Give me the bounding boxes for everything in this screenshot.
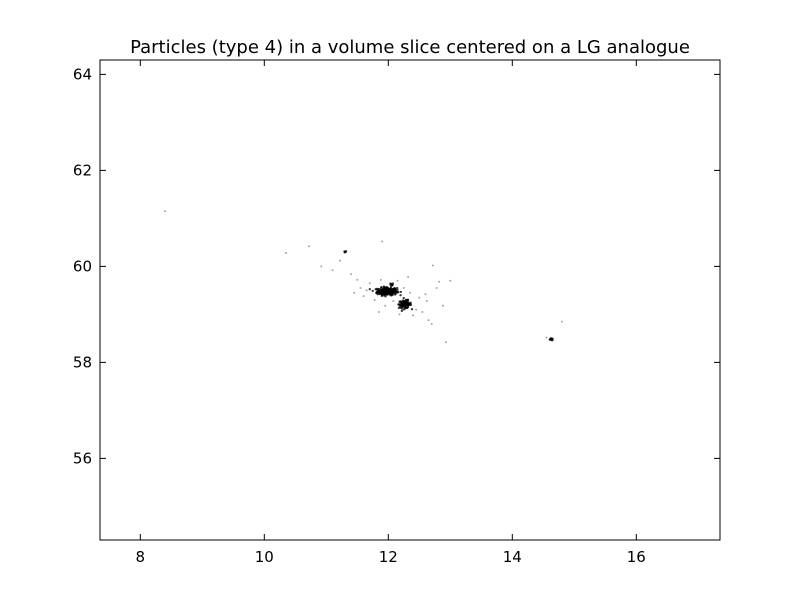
data-point <box>438 280 441 283</box>
data-point <box>396 288 399 291</box>
data-point <box>383 292 387 296</box>
data-point <box>421 311 424 313</box>
data-point <box>399 290 403 294</box>
data-point <box>398 313 401 316</box>
data-point <box>405 306 408 310</box>
x-tick-label: 16 <box>627 548 646 566</box>
data-point <box>401 301 404 304</box>
data-point <box>410 308 414 311</box>
y-tick-label: 64 <box>73 65 92 83</box>
data-point <box>399 293 402 297</box>
data-point <box>431 264 434 267</box>
data-point <box>441 304 444 307</box>
data-point <box>392 299 395 302</box>
data-point <box>380 294 384 297</box>
x-tick-label: 8 <box>136 548 146 566</box>
data-point <box>391 290 394 294</box>
data-point <box>402 304 406 307</box>
y-tick-label: 56 <box>73 449 92 467</box>
data-point <box>338 259 341 262</box>
data-point <box>407 275 410 278</box>
data-point <box>375 290 379 294</box>
data-point <box>402 296 405 300</box>
data-point <box>406 304 410 307</box>
data-point <box>444 341 447 344</box>
data-point <box>381 291 384 295</box>
data-point <box>394 289 397 292</box>
data-point <box>402 308 406 311</box>
data-point <box>387 290 391 294</box>
data-point <box>449 279 452 282</box>
data-point <box>560 320 563 323</box>
y-tick-label: 60 <box>73 257 92 275</box>
data-point <box>344 250 348 253</box>
plot-frame <box>99 59 721 541</box>
data-point <box>365 289 368 292</box>
data-point <box>353 291 356 294</box>
x-tick-label: 12 <box>379 548 398 566</box>
data-point <box>376 287 380 291</box>
data-point <box>391 288 394 292</box>
data-point <box>368 282 371 285</box>
data-point <box>397 290 400 294</box>
data-point <box>435 287 438 289</box>
data-point <box>545 336 548 339</box>
data-points <box>164 210 563 344</box>
data-point <box>384 304 387 307</box>
data-point <box>164 210 167 213</box>
data-point <box>368 287 371 291</box>
data-point <box>424 293 427 296</box>
data-point <box>381 290 384 293</box>
data-point <box>418 296 421 299</box>
data-point <box>362 295 365 298</box>
data-point <box>384 287 388 290</box>
data-point <box>425 299 428 302</box>
data-point <box>400 309 404 313</box>
data-point <box>374 288 377 291</box>
data-point <box>409 291 411 294</box>
data-point <box>379 278 382 281</box>
data-point <box>350 273 353 276</box>
data-point <box>389 285 393 289</box>
data-point <box>331 269 334 272</box>
data-point <box>412 314 415 317</box>
data-point <box>415 308 418 311</box>
data-point <box>390 292 393 295</box>
data-point <box>430 323 433 325</box>
data-point <box>390 283 393 286</box>
x-tick-label: 10 <box>255 548 274 566</box>
data-point <box>549 338 553 341</box>
x-axis: 8 10 12 14 16 <box>136 60 646 566</box>
data-point <box>378 311 380 313</box>
data-point <box>285 251 287 254</box>
data-point <box>359 287 362 289</box>
data-point <box>371 289 374 293</box>
data-point <box>409 302 412 306</box>
data-point <box>397 303 400 306</box>
data-point <box>380 285 383 289</box>
data-point <box>393 293 397 296</box>
y-tick-label: 58 <box>73 353 92 371</box>
data-point <box>381 240 384 243</box>
chart-title: Particles (type 4) in a volume slice cen… <box>130 37 690 58</box>
data-point <box>397 306 401 310</box>
data-point <box>373 299 376 301</box>
data-point <box>427 319 430 322</box>
data-point <box>378 291 381 294</box>
data-point <box>395 286 399 290</box>
data-point <box>382 287 385 291</box>
data-point <box>396 279 399 282</box>
data-point <box>402 287 405 289</box>
data-point <box>320 265 323 268</box>
y-tick-label: 62 <box>73 161 92 179</box>
x-tick-label: 14 <box>503 548 522 566</box>
y-axis: 56 58 60 62 64 <box>73 65 720 467</box>
data-point <box>356 278 359 281</box>
data-point <box>307 245 310 248</box>
